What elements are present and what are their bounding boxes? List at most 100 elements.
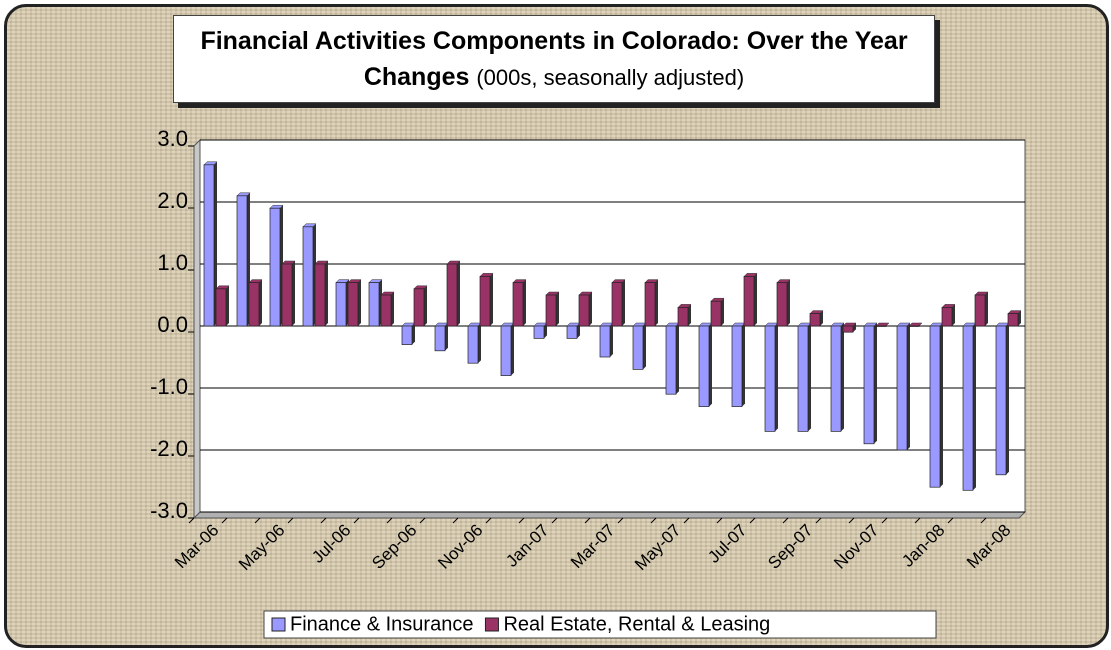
- y-tick-label: 3.0: [157, 126, 188, 151]
- bar-face: [368, 282, 380, 327]
- bar-side: [589, 292, 592, 326]
- bar: [215, 285, 230, 327]
- y-tick-label: -1.0: [150, 374, 188, 399]
- bar: [203, 161, 218, 327]
- x-tick: [947, 517, 954, 524]
- x-tick: [386, 517, 393, 524]
- bar-side: [775, 323, 778, 432]
- bar-face: [896, 325, 908, 451]
- x-tick: [353, 517, 360, 524]
- bar-side: [907, 323, 910, 450]
- x-tick: [584, 517, 591, 524]
- bar-side: [820, 310, 823, 326]
- x-tick: [452, 517, 459, 524]
- bar: [335, 279, 350, 327]
- bar-side: [556, 292, 559, 326]
- x-tick-label: Jan-07: [502, 521, 552, 571]
- bar-side: [952, 304, 955, 326]
- bar-face: [1007, 313, 1019, 327]
- bar-face: [764, 325, 776, 432]
- bar-face: [863, 325, 875, 445]
- bar-side: [973, 323, 976, 491]
- bar-side: [874, 323, 877, 444]
- bar-side: [721, 298, 724, 326]
- x-tick-label: Sep-06: [368, 521, 420, 573]
- bar: [797, 322, 812, 432]
- x-tick-label: Nov-06: [434, 521, 486, 573]
- y-tick-label: 0.0: [157, 312, 188, 337]
- bar: [401, 322, 416, 345]
- y-tick-label: -3.0: [150, 498, 188, 523]
- x-tick: [221, 517, 228, 524]
- bar-side: [688, 304, 691, 326]
- bar: [743, 273, 758, 327]
- bar-face: [446, 263, 458, 327]
- bar-face: [512, 282, 524, 327]
- bar: [830, 322, 845, 432]
- bar-face: [479, 276, 491, 327]
- bar-side: [808, 323, 811, 432]
- bar: [1007, 310, 1022, 327]
- bar-side: [742, 323, 745, 407]
- bar-face: [269, 207, 281, 327]
- bar-face: [281, 263, 293, 327]
- bar-face: [665, 325, 677, 395]
- x-tick: [287, 517, 294, 524]
- bar-face: [566, 325, 578, 339]
- bar-face: [644, 282, 656, 327]
- x-tick: [914, 517, 921, 524]
- bar-side: [622, 279, 625, 326]
- bar-side: [478, 323, 481, 364]
- x-tick: [716, 517, 723, 524]
- bar-face: [809, 313, 821, 327]
- bar-side: [358, 279, 361, 326]
- legend-swatch: [271, 617, 286, 632]
- bar: [380, 291, 395, 327]
- bar: [248, 279, 263, 327]
- bar: [710, 297, 725, 327]
- x-tick-label: Mar-07: [567, 521, 619, 573]
- x-tick: [881, 517, 888, 524]
- bar-side: [214, 161, 217, 326]
- bar: [512, 279, 527, 327]
- bar: [500, 322, 515, 376]
- x-tick-label: Jul-06: [308, 521, 354, 567]
- x-tick: [848, 517, 855, 524]
- x-tick: [485, 517, 492, 524]
- bar-face: [731, 325, 743, 407]
- x-tick-label: May-06: [235, 521, 289, 575]
- x-tick: [617, 517, 624, 524]
- x-tick: [782, 517, 789, 524]
- bar-side: [457, 261, 460, 326]
- bar: [863, 322, 878, 445]
- x-tick-label: Jan-08: [898, 521, 948, 571]
- x-tick: [188, 517, 195, 524]
- bar: [995, 322, 1010, 476]
- bar-face: [380, 294, 392, 327]
- x-tick: [683, 517, 690, 524]
- bar-face: [842, 325, 854, 333]
- bar-side: [259, 279, 262, 326]
- bar-side: [1006, 323, 1009, 475]
- bar: [974, 291, 989, 327]
- title-box: Financial Activities Components in Color…: [173, 15, 935, 103]
- y-tick-label: 1.0: [157, 250, 188, 275]
- bar-side: [523, 279, 526, 326]
- bar-side: [391, 292, 394, 326]
- legend-label: Finance & Insurance: [290, 613, 473, 635]
- bar-face: [908, 325, 920, 327]
- bar-face: [236, 195, 248, 327]
- bar-side: [940, 323, 943, 488]
- bar-side: [985, 292, 988, 326]
- bar-side: [226, 285, 229, 326]
- bar: [908, 322, 923, 327]
- bar-face: [302, 226, 314, 327]
- bar: [434, 322, 449, 352]
- bar-face: [698, 325, 710, 407]
- bar: [302, 223, 317, 327]
- bar: [896, 322, 911, 451]
- bar: [764, 322, 779, 432]
- bar-face: [974, 294, 986, 327]
- bar: [479, 273, 494, 327]
- bar-face: [545, 294, 557, 327]
